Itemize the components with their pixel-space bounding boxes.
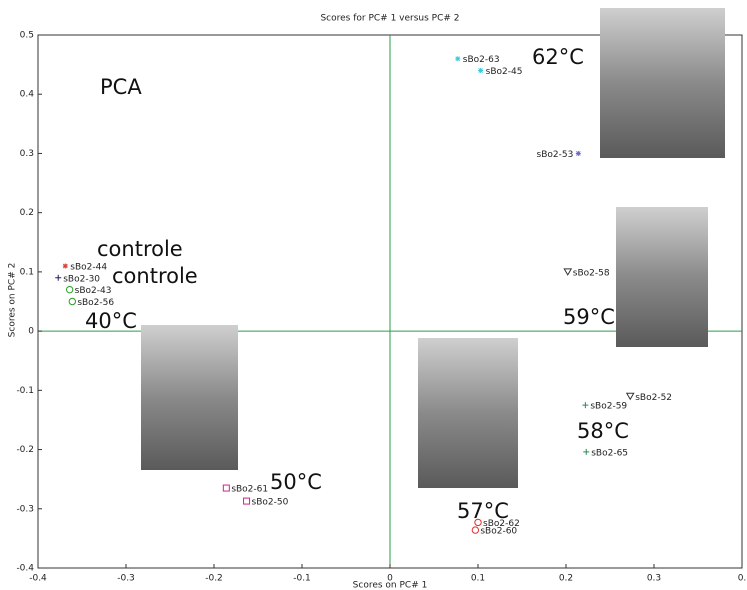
x-tick-label: -0.1 — [293, 574, 311, 584]
chart: Scores for PC# 1 versus PC# 2 Scores on … — [0, 0, 747, 590]
point — [478, 68, 483, 73]
point — [576, 151, 581, 156]
point — [582, 402, 588, 408]
annotation: 59°C — [563, 305, 615, 329]
point — [472, 527, 478, 533]
photo — [600, 8, 725, 158]
annotation: 62°C — [532, 45, 584, 69]
point-label: sBo2-45 — [486, 67, 523, 77]
point-label: sBo2-44 — [70, 262, 107, 272]
y-tick-label: -0.2 — [16, 445, 34, 455]
annotation: 40°C — [85, 309, 137, 333]
y-tick-label: -0.3 — [16, 504, 34, 514]
y-tick-label: 0 — [28, 327, 34, 337]
point-label: sBo2-59 — [590, 402, 627, 412]
point-label: sBo2-65 — [591, 448, 628, 458]
point — [564, 269, 571, 275]
point-label: sBo2-52 — [635, 393, 672, 403]
point-label: sBo2-53 — [537, 150, 574, 160]
point-label: sBo2-58 — [573, 268, 610, 278]
y-tick-label: 0.2 — [20, 208, 34, 218]
point — [55, 275, 61, 281]
point — [223, 485, 229, 491]
point — [583, 449, 589, 455]
annotation: controle — [112, 264, 198, 288]
y-tick-label: 0.5 — [20, 31, 34, 41]
point — [63, 263, 68, 268]
annotation: 50°C — [270, 470, 322, 494]
y-axis-label: Scores on PC# 2 — [8, 263, 18, 338]
y-tick-label: 0.4 — [20, 90, 35, 100]
point-label: sBo2-61 — [231, 485, 268, 495]
x-tick-label: 0.3 — [647, 574, 661, 584]
point — [455, 56, 460, 61]
x-tick-label: -0.2 — [205, 574, 223, 584]
point-label: sBo2-63 — [463, 55, 500, 65]
point-label: sBo2-30 — [63, 274, 100, 284]
point — [66, 286, 72, 292]
y-tick-label: -0.1 — [16, 386, 34, 396]
y-tick-label: 0.1 — [20, 267, 34, 277]
annotation: PCA — [100, 75, 142, 99]
point-label: sBo2-43 — [75, 286, 112, 296]
point-label: sBo2-56 — [77, 298, 114, 308]
x-tick-label: 0.2 — [559, 574, 573, 584]
point — [244, 498, 250, 504]
x-tick-label: -0.3 — [117, 574, 135, 584]
annotation: 57°C — [457, 499, 509, 523]
chart-title: Scores for PC# 1 versus PC# 2 — [320, 14, 459, 24]
point — [627, 393, 634, 399]
annotation: controle — [97, 237, 183, 261]
photo — [418, 338, 518, 488]
y-tick-label: 0.3 — [20, 149, 34, 159]
x-tick-label: 0. — [738, 574, 747, 584]
x-tick-label: 0 — [387, 574, 393, 584]
y-tick-label: -0.4 — [16, 564, 34, 574]
x-tick-label: -0.4 — [29, 574, 47, 584]
point-label: sBo2-60 — [480, 527, 517, 537]
x-tick-label: 0.1 — [471, 574, 485, 584]
point-label: sBo2-50 — [252, 498, 289, 508]
annotation: 58°C — [577, 419, 629, 443]
point — [69, 298, 75, 304]
photo — [616, 207, 708, 347]
photo — [141, 325, 238, 470]
